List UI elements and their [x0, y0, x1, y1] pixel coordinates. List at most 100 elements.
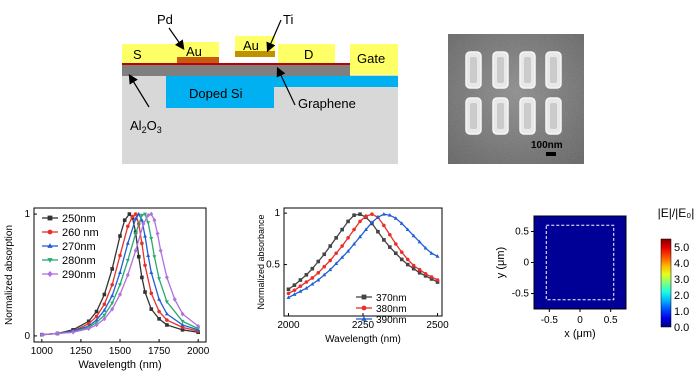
data-point	[328, 258, 333, 263]
field-map-svg: -0.5 0 0.5 -0.5 0 0.5 x (μm) y (μm) 0.0 1.0 2.0 3.0…	[495, 206, 695, 340]
label-source: S	[133, 47, 142, 62]
arrow-pd	[168, 27, 185, 50]
heatmap-background	[534, 216, 626, 309]
arrow-al2o3	[128, 73, 150, 108]
sem-image-svg: 100nm	[448, 34, 584, 164]
data-point	[110, 267, 114, 271]
data-point	[334, 261, 339, 265]
data-point	[304, 286, 309, 290]
label-gate: Gate	[357, 51, 385, 66]
data-point	[152, 255, 157, 259]
data-point	[86, 321, 91, 326]
data-point	[399, 221, 404, 225]
label-ti: Ti	[283, 12, 293, 27]
colorbar-title: |E|/|E₀|	[658, 206, 695, 220]
data-point	[157, 297, 162, 301]
data-point	[102, 308, 107, 312]
data-point	[370, 212, 374, 216]
colorbar-tick-label: 4.0	[674, 258, 689, 270]
data-point	[157, 309, 161, 314]
data-point	[423, 245, 428, 250]
data-point	[133, 216, 138, 221]
gate-electrode	[350, 44, 398, 75]
legend-label: 270nm	[62, 241, 96, 253]
field-map: -0.5 0 0.5 -0.5 0 0.5 x (μm) y (μm) 0.0 1.0 2.0 3.0…	[478, 196, 699, 379]
colorbar-tick-label: 2.0	[674, 290, 689, 302]
colorbar-tick-label: 1.0	[674, 306, 689, 318]
data-point	[125, 258, 130, 263]
series-390nm	[286, 212, 440, 299]
doped-si-region	[166, 76, 274, 108]
data-point	[149, 270, 154, 275]
dielectric-layer	[122, 65, 350, 76]
colorbar	[660, 238, 672, 328]
y-tick-label: 1	[24, 209, 30, 220]
data-point	[382, 223, 386, 228]
data-point	[340, 255, 345, 259]
data-point	[429, 251, 434, 255]
arrow-ti	[266, 19, 282, 53]
data-point	[399, 250, 404, 255]
data-point	[149, 211, 154, 217]
data-point	[405, 227, 410, 232]
ti-layer	[235, 51, 275, 57]
data-point	[411, 233, 416, 238]
data-point	[393, 242, 398, 246]
data-point	[423, 272, 428, 276]
data-point	[298, 284, 303, 288]
data-point	[143, 212, 147, 217]
data-point	[358, 234, 362, 239]
data-point	[340, 244, 344, 248]
x-axis-label: Wavelength (nm)	[78, 359, 161, 371]
data-point	[155, 231, 160, 236]
plot-frame	[33, 207, 207, 343]
label-au-left: Au	[186, 44, 202, 59]
legend-label: 280nm	[62, 255, 96, 267]
data-point	[304, 273, 309, 277]
y-tick-label: 0.5	[515, 227, 529, 238]
data-point	[126, 224, 130, 229]
data-point	[328, 244, 333, 248]
data-point	[94, 309, 99, 314]
data-point	[435, 254, 440, 258]
data-point	[47, 270, 53, 278]
data-point	[298, 278, 303, 282]
data-point	[133, 212, 138, 216]
data-point	[157, 277, 162, 281]
data-point	[358, 212, 362, 216]
y-tick-label: 0	[523, 258, 529, 269]
data-point	[139, 213, 144, 218]
sem-pillar-core	[470, 103, 477, 129]
data-point	[143, 290, 147, 294]
sem-pillar-core	[497, 103, 504, 129]
series-line	[288, 213, 438, 294]
data-point	[352, 227, 356, 232]
data-point	[304, 280, 309, 284]
data-point	[393, 251, 398, 256]
sem-pillar-core	[497, 57, 504, 83]
data-point	[417, 271, 422, 275]
data-point	[118, 283, 122, 287]
data-point	[316, 277, 321, 282]
data-point	[346, 236, 350, 240]
sem-scalebar-label: 100nm	[531, 140, 563, 151]
data-point	[435, 278, 440, 282]
data-point	[286, 287, 291, 292]
data-point	[361, 294, 367, 300]
y-axis-label: y (μm)	[495, 247, 507, 278]
au-right-pad	[235, 36, 275, 54]
sem-image: 100nm	[448, 34, 584, 164]
data-point	[346, 249, 351, 253]
arrow-graphene	[276, 66, 296, 106]
series-line	[288, 213, 438, 299]
data-point	[316, 259, 321, 264]
data-point	[55, 331, 60, 336]
data-point	[292, 288, 297, 293]
data-point	[149, 291, 154, 296]
data-point	[130, 214, 135, 219]
data-point	[388, 232, 392, 237]
data-point	[164, 311, 169, 316]
data-point	[393, 216, 398, 220]
doped-si-right	[274, 76, 398, 87]
data-point	[388, 245, 392, 249]
